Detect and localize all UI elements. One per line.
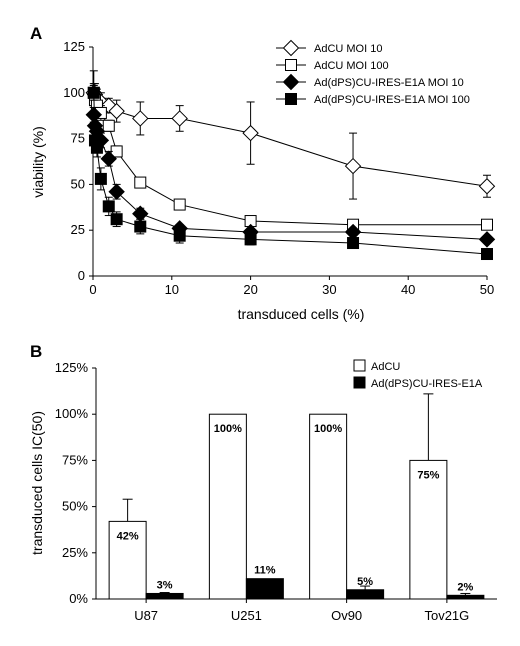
panel-b-bar-value-label: 3% [157,579,173,591]
panel-a-series-line [93,92,487,226]
panel-b-bar [208,413,247,600]
panel-b: B transduced cells IC(50) 0% 25% 50% 75% 100… [29,342,497,623]
panel-a-y-axis-label: viability (%) [30,126,46,198]
panel-a-series-line [93,92,488,255]
panel-a-series-3 [85,106,496,248]
panel-a-legend-label: Ad(dPS)CU-IRES-E1A MOI 10 [314,77,464,89]
panel-a-x-tick-label: 10 [165,282,179,297]
panel-b-bar [346,589,385,600]
panel-b-bar [108,520,147,600]
panel-b-category-label: Tov21G [424,608,469,623]
panel-a-legend: AdCU MOI 10 AdCU MOI 100 Ad(dPS)CU-IRES-E1… [276,39,470,106]
panel-a-x-tick-label: 30 [322,282,336,297]
panel-a-y-tick-label: 125 [63,39,85,54]
panel-a-data-point [478,231,496,248]
panel-b-bar-value-label: 11% [254,565,276,577]
panel-a-legend-label: AdCU MOI 100 [314,60,389,72]
panel-b-legend: AdCU Ad(dPS)CU-IRES-E1A [353,359,483,390]
panel-a-data-point [102,119,115,132]
panel-b-group-u87: 42% 3% [108,498,184,600]
panel-b-y-tick-label: 125% [55,360,89,375]
panel-a-legend-label: AdCU MOI 10 [314,43,382,55]
panel-b-bar [409,459,448,600]
panel-a-data-point [171,110,188,127]
panel-a-x-tick-label: 50 [480,282,494,297]
panel-a-y-ticks: 0 25 50 75 100 125 [63,39,93,283]
panel-a-data-point [244,233,257,246]
panel-b-y-ticks: 0% 25% 50% 75% 100% 125% [55,360,96,606]
panel-a-legend-marker [285,93,297,105]
panel-a-x-tick-label: 20 [243,282,257,297]
panel-a-data-point [242,124,259,142]
panel-a-legend-marker [282,39,300,57]
panel-a-y-tick-label: 0 [78,268,85,283]
panel-a-data-point [173,198,186,211]
panel-b-bar [309,413,348,600]
panel-b-y-tick-label: 50% [62,499,88,514]
panel-b-bar [145,592,184,600]
panel-a-data-point [108,102,125,120]
panel-a-x-ticks: 0 10 20 30 40 50 [89,276,494,297]
panel-b-y-tick-label: 75% [62,452,88,467]
panel-a-y-tick-label: 25 [71,222,85,237]
panel-b-y-tick-label: 0% [69,591,88,606]
panel-b-y-tick-label: 100% [55,406,89,421]
panel-b-bar-value-label: 2% [457,581,473,593]
panel-b-group-ov90: 100% 5% [309,413,385,600]
panel-a-x-tick-label: 40 [401,282,415,297]
panel-a-y-tick-label: 75 [71,131,85,146]
panel-b-category-label: U251 [231,608,262,623]
panel-a-series [85,70,496,261]
panel-a-legend-label: Ad(dPS)CU-IRES-E1A MOI 100 [314,94,470,106]
panel-a-data-point [173,229,186,242]
panel-b-category-label: U87 [134,608,158,623]
panel-b-bar-value-label: 42% [117,530,139,542]
panel-b-bar-value-label: 100% [214,423,242,435]
panel-b-legend-label: AdCU [371,361,400,373]
panel-a-series-4 [87,84,493,261]
panel-a-data-point [102,200,115,213]
panel-b-category-label: Ov90 [331,608,362,623]
panel-b-bar-value-label: 100% [314,423,342,435]
panel-b-group-tov21g: 75% 2% [409,393,485,600]
panel-a-letter: A [30,24,42,43]
panel-a-series-1 [85,70,496,200]
panel-a-data-point [481,248,493,261]
panel-a-data-point [478,178,496,195]
panel-b-legend-label: Ad(dPS)CU-IRES-E1A [371,378,483,390]
panel-a-data-point [100,150,117,167]
panel-a-series-line [93,92,488,187]
panel-b-y-axis-label: transduced cells IC(50) [29,411,45,555]
panel-b-bar-value-label: 5% [357,576,373,588]
panel-b-bar [446,594,485,600]
panel-b-group-u251: 100% 11% [208,413,284,600]
panel-a-data-point [481,218,493,231]
panel-a-data-point [134,176,147,189]
panel-a-data-point [94,172,107,185]
panel-b-bar-value-label: 75% [417,469,439,481]
panel-a-legend-marker [285,59,297,71]
panel-b-y-tick-label: 25% [62,545,88,560]
panel-a-y-tick-label: 50 [71,176,85,191]
panel-a: A transduced cells (%) viability (%) 0 25… [30,24,496,322]
panel-b-legend-swatch [353,376,366,389]
panel-a-x-axis-label: transduced cells (%) [238,306,365,322]
panel-b-bars: 42% 3% 100% 11% 100% 5% 75% 2% [108,393,485,600]
panel-a-x-tick-label: 0 [89,282,96,297]
panel-a-data-point [134,220,147,233]
panel-b-bar [245,578,284,600]
panel-b-categories: U87 U251 Ov90 Tov21G [134,599,469,623]
panel-a-data-point [87,86,100,99]
panel-a-data-point [110,213,123,226]
panel-a-data-point [90,141,103,154]
panel-a-data-point [132,110,149,127]
panel-b-legend-swatch [353,359,366,372]
panel-a-data-point [108,183,125,200]
panel-a-data-point [347,237,360,250]
panel-b-letter: B [30,342,42,361]
panel-a-data-point [344,157,362,175]
panel-a-legend-marker [282,73,300,91]
panel-a-y-tick-label: 100 [63,85,85,100]
